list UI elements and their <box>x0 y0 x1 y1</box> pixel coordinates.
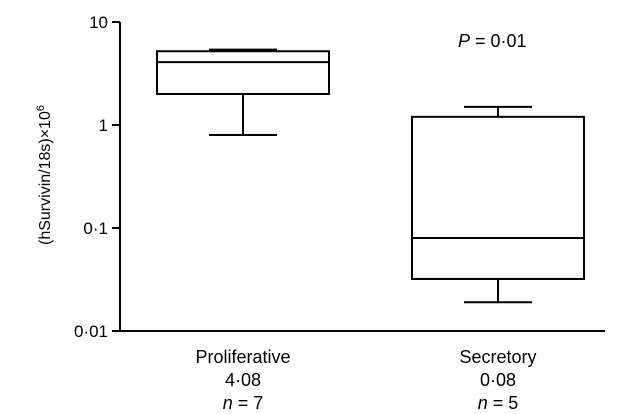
y-tick-label: 0·01 <box>74 322 108 341</box>
y-axis-label-text: (hSurvivin/18s)×10 <box>37 111 54 245</box>
y-ticks: 10 1 0·1 0·01 <box>74 13 120 341</box>
iqr-box <box>156 50 330 95</box>
category-label-proliferative: Proliferative <box>195 347 290 367</box>
stat-label-secretory: 0·08 <box>480 370 516 390</box>
y-tick-label: 10 <box>89 13 108 32</box>
p-value-symbol: P <box>458 31 470 51</box>
p-value-text: = 0·01 <box>470 31 527 51</box>
n-symbol-secretory: n <box>478 393 488 413</box>
boxes <box>156 48 585 304</box>
y-axis-label: (hSurvivin/18s)×106 <box>35 105 54 245</box>
n-symbol-proliferative: n <box>223 393 233 413</box>
box-group-secretory <box>411 105 585 304</box>
iqr-box <box>411 115 585 280</box>
n-label-secretory: n = 5 <box>478 393 519 413</box>
y-tick-label: 1 <box>99 116 108 135</box>
p-value-annotation: P = 0·01 <box>458 31 527 51</box>
stat-label-proliferative: 4·08 <box>225 370 261 390</box>
y-tick-label: 0·1 <box>83 219 108 238</box>
n-value-proliferative: = 7 <box>233 393 264 413</box>
n-value-secretory: = 5 <box>488 393 519 413</box>
n-label-proliferative: n = 7 <box>223 393 264 413</box>
box-group-proliferative <box>156 48 330 136</box>
category-label-secretory: Secretory <box>459 347 536 367</box>
y-axis-label-exponent: 6 <box>35 105 47 111</box>
